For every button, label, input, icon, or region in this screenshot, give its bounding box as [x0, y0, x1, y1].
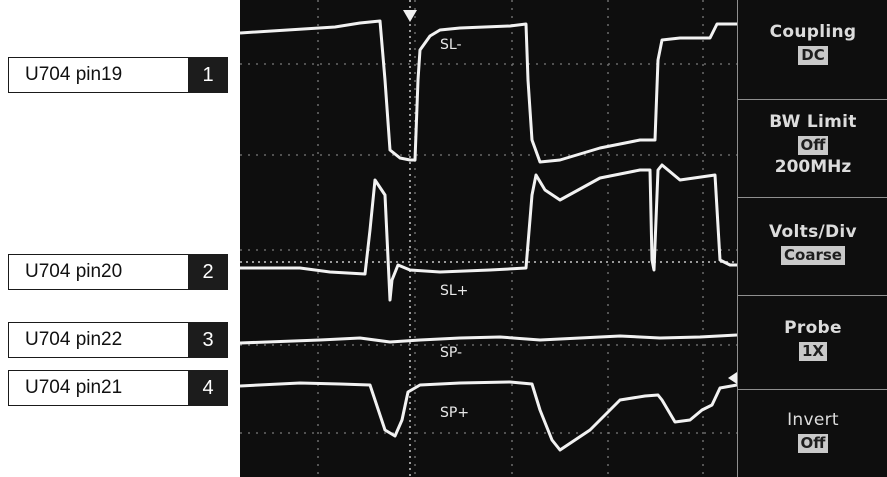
- channel-label-text: U704 pin20: [8, 254, 188, 290]
- menu-invert[interactable]: Invert Off: [738, 390, 887, 477]
- bw-limit-title: BW Limit: [738, 112, 887, 132]
- channel-label-1: U704 pin19 1: [8, 57, 228, 93]
- menu-volts-div[interactable]: Volts/Div Coarse: [738, 198, 887, 296]
- trace-sp-minus: [240, 335, 737, 343]
- channel-label-text: U704 pin21: [8, 370, 188, 406]
- bw-limit-value: Off: [798, 136, 829, 155]
- channel-menu: Coupling DC BW Limit Off 200MHz Volts/Di…: [737, 0, 887, 477]
- channel-number-badge: 1: [188, 57, 228, 93]
- channel-label-2: U704 pin20 2: [8, 254, 228, 290]
- oscilloscope-screen: SL- SL+ SP- SP+ Coupling DC BW Limit Off…: [240, 0, 887, 477]
- trace-label-sl-minus: SL-: [440, 37, 462, 53]
- trace-sl-plus: [240, 165, 737, 300]
- trace-sl-minus: [240, 21, 737, 162]
- volts-div-title: Volts/Div: [738, 222, 887, 242]
- probe-value: 1X: [799, 342, 827, 361]
- ground-marker-icon: [728, 372, 737, 384]
- coupling-title: Coupling: [738, 22, 887, 42]
- bw-limit-sub: 200MHz: [738, 157, 887, 177]
- probe-title: Probe: [738, 318, 887, 338]
- menu-coupling[interactable]: Coupling DC: [738, 0, 887, 100]
- channel-label-text: U704 pin19: [8, 57, 188, 93]
- waveform-display: [240, 0, 737, 477]
- menu-bw-limit[interactable]: BW Limit Off 200MHz: [738, 100, 887, 198]
- channel-number-badge: 4: [188, 370, 228, 406]
- channel-number-badge: 3: [188, 322, 228, 358]
- trace-sp-plus: [240, 382, 737, 450]
- channel-label-text: U704 pin22: [8, 322, 188, 358]
- trace-label-sp-plus: SP+: [440, 405, 469, 421]
- invert-title: Invert: [738, 410, 887, 430]
- invert-value: Off: [798, 434, 829, 453]
- channel-label-4: U704 pin21 4: [8, 370, 228, 406]
- channel-number-badge: 2: [188, 254, 228, 290]
- channel-label-3: U704 pin22 3: [8, 322, 228, 358]
- trace-label-sl-plus: SL+: [440, 283, 468, 299]
- center-axis: [240, 0, 737, 477]
- coupling-value: DC: [798, 46, 827, 65]
- graticule: [240, 0, 737, 477]
- trace-label-sp-minus: SP-: [440, 345, 462, 361]
- volts-div-value: Coarse: [781, 246, 845, 265]
- menu-probe[interactable]: Probe 1X: [738, 296, 887, 390]
